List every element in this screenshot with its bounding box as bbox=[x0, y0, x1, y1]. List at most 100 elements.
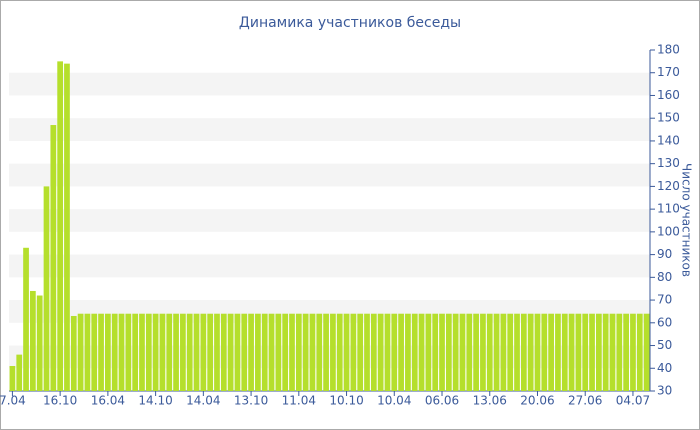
bar bbox=[248, 313, 254, 391]
bar bbox=[227, 313, 234, 391]
bar bbox=[411, 313, 418, 391]
bar bbox=[9, 365, 16, 391]
bar bbox=[289, 313, 295, 391]
x-tick-label: 16.10 bbox=[43, 394, 77, 408]
bar bbox=[425, 313, 432, 391]
x-tick-label: 13.06 bbox=[473, 394, 507, 408]
y-axis-label: Число участников bbox=[680, 163, 694, 277]
bar bbox=[241, 313, 248, 391]
bar bbox=[255, 313, 261, 391]
bar bbox=[64, 63, 70, 391]
bar bbox=[527, 313, 534, 391]
bar bbox=[643, 313, 650, 391]
bar bbox=[555, 313, 561, 391]
y-tick-label: 150 bbox=[657, 111, 680, 125]
bar bbox=[343, 313, 350, 391]
bar bbox=[323, 313, 329, 391]
bar bbox=[132, 313, 139, 391]
bar bbox=[630, 313, 636, 391]
chart-title: Динамика участников беседы bbox=[239, 15, 461, 31]
bar bbox=[575, 313, 582, 391]
grid-band bbox=[9, 72, 650, 96]
bar bbox=[180, 313, 186, 391]
bar bbox=[452, 313, 459, 391]
grid-band bbox=[9, 254, 650, 278]
bar bbox=[582, 313, 589, 391]
y-tick-label: 90 bbox=[657, 247, 672, 261]
bar bbox=[200, 313, 207, 391]
bar bbox=[111, 313, 118, 391]
bar bbox=[357, 313, 364, 391]
y-tick-label: 110 bbox=[657, 202, 680, 216]
bar bbox=[445, 313, 452, 391]
bar bbox=[418, 313, 425, 391]
bar bbox=[466, 313, 473, 391]
bar bbox=[507, 313, 514, 391]
bar bbox=[193, 313, 200, 391]
x-tick-label: 10.04 bbox=[377, 394, 411, 408]
bar bbox=[50, 125, 57, 392]
bar bbox=[70, 315, 77, 391]
bar bbox=[432, 313, 439, 391]
grid-band bbox=[9, 209, 650, 232]
bar bbox=[261, 313, 268, 391]
bar bbox=[350, 313, 357, 391]
bar bbox=[98, 313, 104, 391]
bar bbox=[105, 313, 111, 391]
bar bbox=[36, 295, 43, 391]
bar bbox=[514, 313, 520, 391]
bar bbox=[486, 313, 493, 391]
bar bbox=[220, 313, 227, 391]
x-tick-label: 06.06 bbox=[425, 394, 459, 408]
y-tick-label: 30 bbox=[657, 384, 672, 398]
bar bbox=[282, 313, 289, 391]
bar bbox=[636, 313, 643, 391]
bar bbox=[623, 313, 629, 391]
x-tick-label: 13.10 bbox=[234, 394, 268, 408]
grid-band bbox=[9, 163, 650, 187]
bar bbox=[602, 313, 609, 391]
bar bbox=[398, 313, 404, 391]
bar bbox=[561, 313, 568, 391]
y-tick-label: 120 bbox=[657, 179, 680, 193]
bar bbox=[145, 313, 152, 391]
bar bbox=[316, 313, 323, 391]
bar bbox=[84, 313, 91, 391]
y-tick-label: 170 bbox=[657, 65, 680, 79]
x-tick-label: 20.06 bbox=[520, 394, 554, 408]
bar bbox=[207, 313, 214, 391]
bar bbox=[16, 354, 23, 391]
bar bbox=[166, 313, 173, 391]
bar bbox=[541, 313, 548, 391]
bar bbox=[30, 290, 36, 391]
x-tick-label: 11.04 bbox=[282, 394, 316, 408]
bar bbox=[377, 313, 384, 391]
bar bbox=[391, 313, 398, 391]
bar bbox=[139, 313, 145, 391]
bar bbox=[23, 247, 29, 391]
bar bbox=[500, 313, 507, 391]
x-tick-label: 14.10 bbox=[138, 394, 172, 408]
bar bbox=[214, 313, 220, 391]
bar bbox=[275, 313, 282, 391]
grid-band bbox=[9, 118, 650, 141]
bar bbox=[295, 313, 302, 391]
y-tick-label: 70 bbox=[657, 293, 672, 307]
bar bbox=[43, 186, 50, 391]
x-tick-label: 10.10 bbox=[329, 394, 363, 408]
bar bbox=[534, 313, 541, 391]
x-tick-label: 16.04 bbox=[91, 394, 125, 408]
bar bbox=[309, 313, 316, 391]
bar bbox=[493, 313, 500, 391]
bar bbox=[186, 313, 193, 391]
y-tick-label: 180 bbox=[657, 43, 680, 57]
bar bbox=[159, 313, 166, 391]
bar bbox=[57, 61, 64, 391]
bar bbox=[473, 313, 479, 391]
bar bbox=[336, 313, 343, 391]
bar bbox=[125, 313, 132, 391]
x-tick-label: 27.06 bbox=[568, 394, 602, 408]
bar bbox=[118, 313, 125, 391]
bar bbox=[268, 313, 275, 391]
